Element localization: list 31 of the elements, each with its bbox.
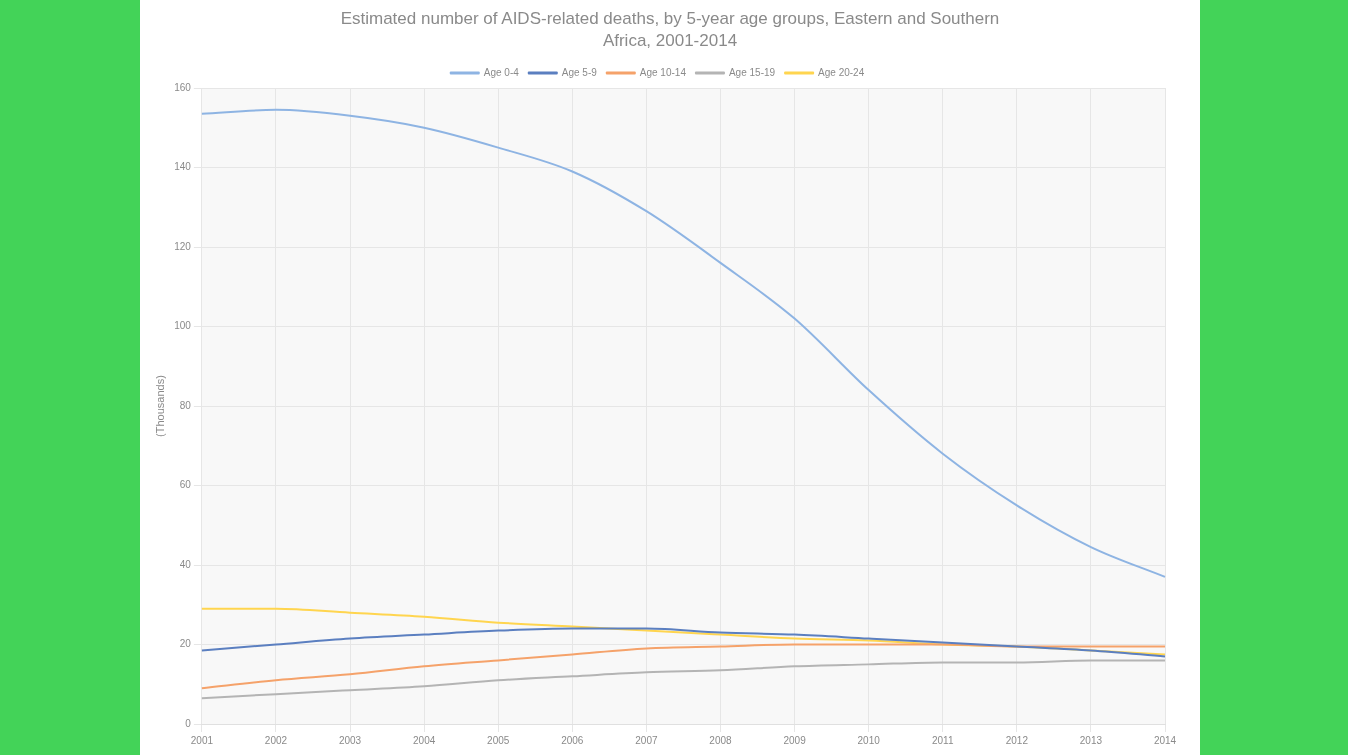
x-tick-label: 2003 — [338, 734, 362, 746]
x-tick-label: 2006 — [561, 734, 584, 746]
y-tick-label: 0 — [185, 717, 192, 729]
y-tick-label: 80 — [179, 399, 192, 411]
line-series — [200, 659, 1166, 700]
y-tick-label: 40 — [179, 558, 192, 570]
x-tick-label: 2007 — [635, 734, 658, 746]
y-tick-label: 160 — [174, 81, 192, 93]
y-tick-label: 100 — [174, 320, 192, 332]
x-tick-label: 2013 — [1079, 734, 1103, 746]
legend-label: Age 15-19 — [728, 66, 776, 78]
x-tick-label: 2011 — [931, 734, 954, 746]
x-tick-label: 2004 — [413, 734, 436, 746]
y-tick-label: 20 — [179, 638, 192, 650]
y-tick-label: 60 — [179, 479, 192, 491]
y-tick-label: 120 — [174, 240, 192, 252]
y-axis-title: (Thousands) — [153, 375, 166, 437]
legend-label: Age 20-24 — [818, 66, 865, 78]
x-tick-label: 2012 — [1005, 734, 1029, 746]
x-tick-label: 2008 — [709, 734, 733, 746]
x-tick-label: 2009 — [783, 734, 807, 746]
chart-title: Estimated number of AIDS-related deaths, by 5-year age groups, Eastern and Southern Africa, 2001-2014 — [339, 8, 1001, 52]
x-tick-label: 2014 — [1153, 734, 1177, 746]
legend-label: Age 5-9 — [561, 66, 598, 78]
x-tick-label: 2001 — [190, 734, 214, 746]
legend-label: Age 0-4 — [483, 66, 520, 78]
x-tick-label: 2005 — [487, 734, 510, 746]
x-tick-label: 2010 — [857, 734, 881, 746]
legend-label: Age 10-14 — [639, 66, 687, 78]
y-tick-label: 140 — [174, 161, 192, 173]
x-tick-label: 2002 — [264, 734, 288, 746]
